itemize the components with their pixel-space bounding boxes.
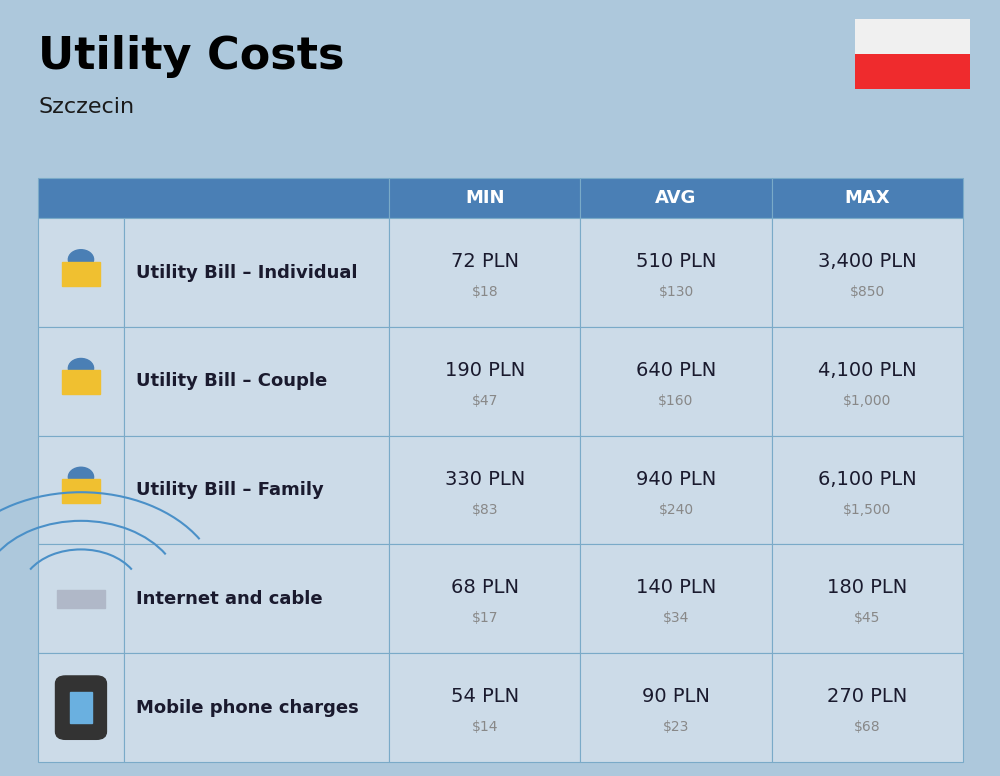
Circle shape (68, 467, 94, 487)
Bar (772, 545, 963, 653)
FancyBboxPatch shape (855, 54, 970, 89)
Text: 180 PLN: 180 PLN (827, 578, 907, 598)
Text: 90 PLN: 90 PLN (642, 688, 710, 706)
Text: $1,000: $1,000 (843, 394, 891, 408)
Text: 510 PLN: 510 PLN (636, 252, 716, 271)
Bar (389, 435, 580, 545)
Text: Internet and cable: Internet and cable (136, 590, 323, 608)
Text: $130: $130 (658, 285, 694, 299)
Text: 4,100 PLN: 4,100 PLN (818, 361, 917, 380)
Bar (389, 327, 580, 435)
Text: Utility Bill – Individual: Utility Bill – Individual (136, 264, 357, 282)
Text: Utility Bill – Family: Utility Bill – Family (136, 481, 324, 499)
Text: 54 PLN: 54 PLN (451, 688, 519, 706)
Text: $160: $160 (658, 394, 694, 408)
Bar (580, 218, 772, 327)
Bar (389, 653, 580, 762)
Bar (38, 435, 124, 545)
Text: MIN: MIN (465, 189, 505, 207)
Text: $34: $34 (663, 611, 689, 625)
Text: 270 PLN: 270 PLN (827, 688, 907, 706)
Text: $68: $68 (854, 720, 881, 734)
Bar (389, 178, 580, 218)
Text: 140 PLN: 140 PLN (636, 578, 716, 598)
Text: Szczecin: Szczecin (38, 97, 134, 117)
Circle shape (68, 359, 94, 378)
Bar (580, 178, 772, 218)
Bar (124, 435, 389, 545)
Text: $240: $240 (658, 503, 694, 517)
Bar (124, 653, 389, 762)
Text: 330 PLN: 330 PLN (445, 469, 525, 489)
Bar (772, 653, 963, 762)
Bar (38, 327, 124, 435)
Bar (124, 545, 389, 653)
Text: Mobile phone charges: Mobile phone charges (136, 698, 359, 717)
Text: MAX: MAX (844, 189, 890, 207)
Bar (38, 218, 124, 327)
FancyBboxPatch shape (55, 676, 106, 740)
Text: $850: $850 (850, 285, 885, 299)
Text: 68 PLN: 68 PLN (451, 578, 519, 598)
Text: Utility Costs: Utility Costs (38, 35, 344, 78)
Bar (62, 480, 100, 503)
Circle shape (68, 250, 94, 269)
Text: $18: $18 (471, 285, 498, 299)
Bar (70, 692, 92, 723)
Bar (389, 545, 580, 653)
FancyBboxPatch shape (855, 19, 970, 54)
Bar (124, 218, 389, 327)
Bar (389, 218, 580, 327)
Bar (62, 370, 100, 394)
Text: $1,500: $1,500 (843, 503, 891, 517)
Text: $23: $23 (663, 720, 689, 734)
Text: AVG: AVG (655, 189, 697, 207)
Text: $47: $47 (472, 394, 498, 408)
Text: $83: $83 (472, 503, 498, 517)
Text: $45: $45 (854, 611, 880, 625)
Bar (772, 435, 963, 545)
Bar (580, 545, 772, 653)
Bar (580, 653, 772, 762)
Text: $14: $14 (472, 720, 498, 734)
Text: Utility Bill – Couple: Utility Bill – Couple (136, 372, 327, 390)
Bar (772, 327, 963, 435)
Bar (772, 218, 963, 327)
Text: 640 PLN: 640 PLN (636, 361, 716, 380)
Bar (772, 178, 963, 218)
Bar (38, 178, 389, 218)
Bar (580, 435, 772, 545)
Text: 3,400 PLN: 3,400 PLN (818, 252, 917, 271)
Text: 190 PLN: 190 PLN (445, 361, 525, 380)
Text: 72 PLN: 72 PLN (451, 252, 519, 271)
Bar (62, 262, 100, 286)
Text: 6,100 PLN: 6,100 PLN (818, 469, 917, 489)
Bar (580, 327, 772, 435)
Bar (124, 327, 389, 435)
Bar (38, 653, 124, 762)
Text: 940 PLN: 940 PLN (636, 469, 716, 489)
Bar (38, 545, 124, 653)
Text: $17: $17 (472, 611, 498, 625)
Bar (57, 591, 105, 608)
